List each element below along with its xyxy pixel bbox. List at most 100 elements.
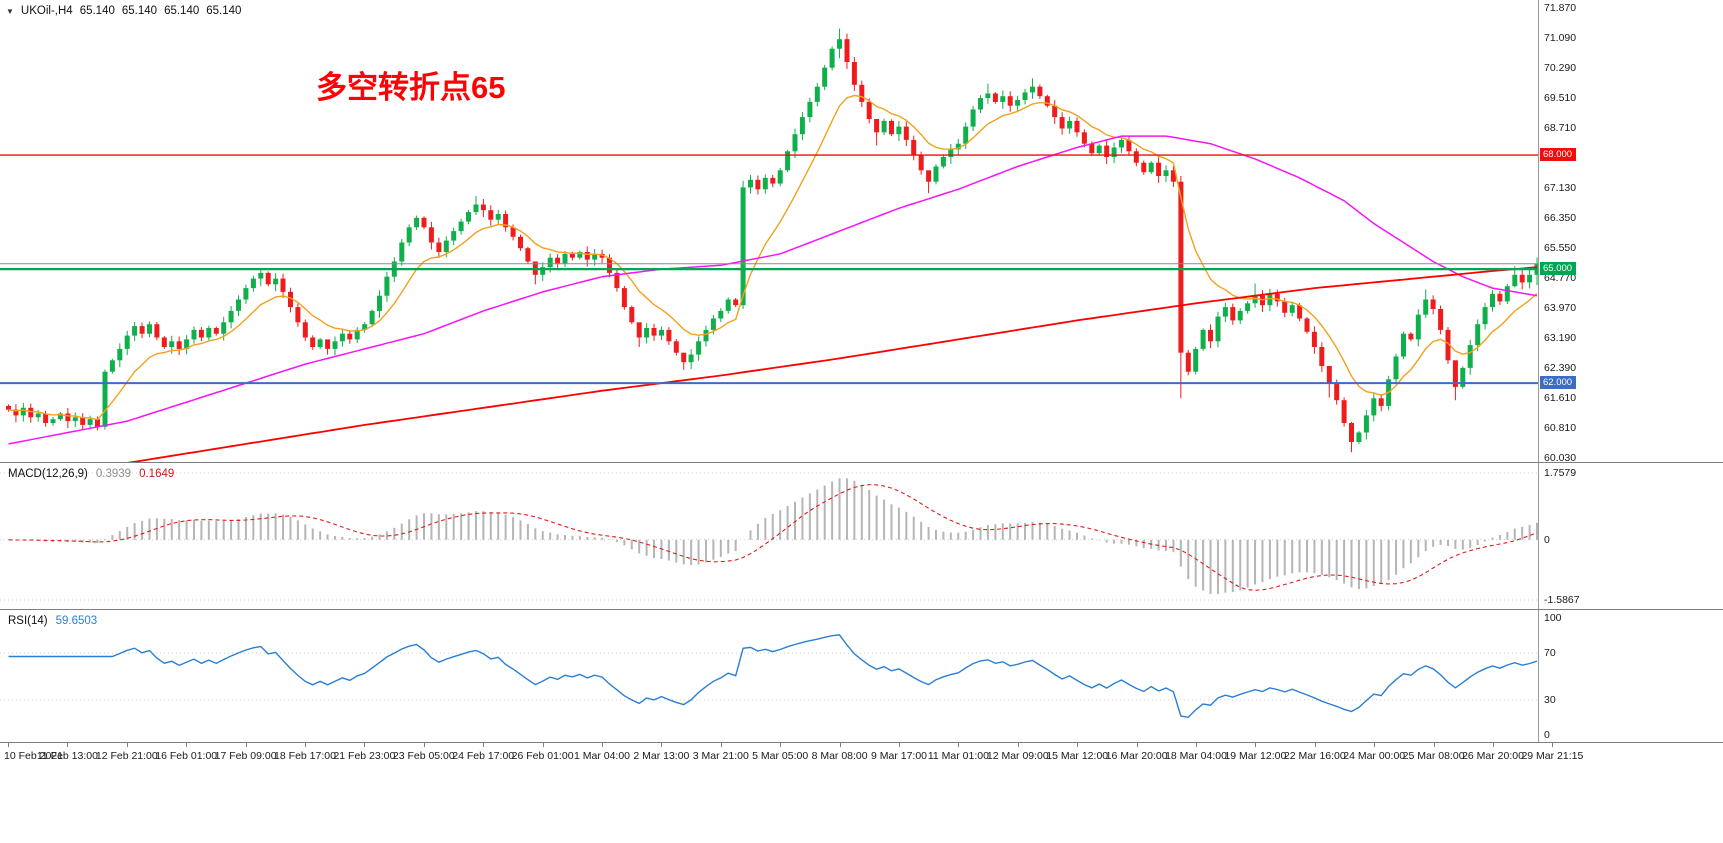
time-tick-label: 1 Mar 04:00 xyxy=(573,750,631,762)
price-tick-label: 66.350 xyxy=(1544,211,1577,224)
candle-body xyxy=(1445,329,1451,361)
time-tick-mark xyxy=(1017,743,1019,747)
candle-body xyxy=(1030,86,1035,93)
candle-body xyxy=(1430,299,1436,309)
candle-body xyxy=(1490,293,1495,308)
candle-body xyxy=(339,333,345,342)
time-axis[interactable]: 10 Feb 2021 11 Feb 13:00 12 Feb 21:00 16 Fe… xyxy=(0,742,1723,843)
time-tick-mark xyxy=(364,743,366,747)
candle-body xyxy=(1052,105,1058,118)
candle-body xyxy=(926,170,932,182)
candle-body xyxy=(161,337,167,347)
candle-body xyxy=(250,278,256,289)
candle-body xyxy=(1482,307,1488,325)
macd-signal-value: 0.1649 xyxy=(139,468,175,480)
candle-body xyxy=(1512,274,1518,287)
candle-body xyxy=(985,93,991,99)
time-tick-label: 18 Feb 17:00 xyxy=(274,750,336,762)
rsi-axis[interactable]: 100 70 30 0 xyxy=(1538,610,1723,742)
candle-body xyxy=(1267,293,1273,306)
candle-body xyxy=(1467,345,1473,368)
macd-axis[interactable]: 1.7579 0 -1.5867 xyxy=(1538,463,1723,609)
symbol-dropdown-icon[interactable]: ▼ xyxy=(6,6,14,16)
candle-body xyxy=(50,419,56,423)
candle-body xyxy=(525,248,531,262)
price-pane[interactable]: 71.87071.09070.29069.51068.71067.93067.1… xyxy=(0,0,1723,462)
price-tick-label: 68.710 xyxy=(1544,122,1577,135)
time-tick-label: 21 Feb 23:00 xyxy=(333,750,396,762)
macd-label: MACD(12,26,9) 0.3939 0.1649 xyxy=(8,468,174,480)
candle-body xyxy=(696,341,702,355)
candle-body xyxy=(20,407,26,416)
rsi-name: RSI(14) xyxy=(8,615,48,627)
candle-body xyxy=(1067,120,1073,129)
candle-body xyxy=(1096,145,1102,154)
symbol-info: ▼ UKOil-,H4 65.140 65.140 65.140 65.140 xyxy=(6,5,241,17)
candle-body xyxy=(1119,139,1124,148)
candle-body xyxy=(43,413,49,423)
candle-body xyxy=(354,329,360,340)
moving-average-slow-ma xyxy=(127,266,1538,462)
candle-body xyxy=(288,291,293,308)
candle-body xyxy=(1282,301,1288,313)
candle-body xyxy=(614,272,620,289)
time-tick-label: 23 Feb 05:00 xyxy=(392,750,455,762)
time-tick-mark xyxy=(1136,743,1138,747)
candle-body xyxy=(1319,347,1325,366)
candle-body xyxy=(1415,314,1421,340)
rsi-canvas[interactable] xyxy=(0,610,1538,742)
symbol-close-value: 65.140 xyxy=(206,5,242,17)
time-tick-mark xyxy=(899,743,900,747)
candle-body xyxy=(65,413,71,422)
candle-body xyxy=(607,257,612,273)
rsi-pane[interactable]: 100 70 30 0 RSI(14) 59.6503 xyxy=(0,609,1723,742)
macd-pane[interactable]: 1.7579 0 -1.5867 MACD(12,26,9) 0.3939 0.16… xyxy=(0,462,1723,609)
candle-body xyxy=(1527,274,1533,283)
time-tick-label: 9 Mar 17:00 xyxy=(870,750,928,762)
candle-body xyxy=(95,419,100,427)
time-tick-label: 29 Mar 21:15 xyxy=(1521,750,1584,762)
time-tick-mark xyxy=(1314,743,1316,747)
candle-body xyxy=(1237,310,1243,321)
price-axis[interactable]: 71.87071.09070.29069.51068.71067.93067.1… xyxy=(1538,0,1723,462)
candle-body xyxy=(1289,305,1295,313)
candle-body xyxy=(1037,86,1043,97)
candle-body xyxy=(1081,132,1087,144)
macd-canvas[interactable] xyxy=(0,463,1538,609)
price-tick-label: 61.610 xyxy=(1544,391,1577,404)
candle-body xyxy=(703,329,709,342)
time-tick-mark xyxy=(483,743,485,747)
candle-body xyxy=(6,405,11,410)
candle-body xyxy=(102,371,108,427)
time-tick-mark xyxy=(67,743,69,747)
candle-body xyxy=(191,329,197,340)
candle-body xyxy=(488,210,494,220)
candle-body xyxy=(1326,366,1332,384)
time-tick-mark xyxy=(958,743,960,747)
candle-body xyxy=(688,354,694,363)
candle-body xyxy=(503,214,509,228)
time-tick-label: 22 Mar 16:00 xyxy=(1283,750,1346,762)
candle-body xyxy=(1074,120,1080,133)
price-line-tag: 65.000 xyxy=(1540,262,1577,276)
candle-body xyxy=(1504,286,1510,302)
rsi-value: 59.6503 xyxy=(55,615,98,627)
candle-body xyxy=(1304,318,1310,332)
candle-body xyxy=(592,253,598,260)
price-chart-canvas[interactable] xyxy=(0,0,1538,462)
time-tick-mark xyxy=(245,743,247,747)
candle-body xyxy=(451,231,457,241)
candle-body xyxy=(807,101,813,118)
candle-body xyxy=(258,272,264,279)
candle-body xyxy=(109,360,115,372)
candle-body xyxy=(1170,170,1176,182)
candle-body xyxy=(940,157,946,167)
time-tick-mark xyxy=(1255,743,1257,747)
candle-body xyxy=(369,310,375,325)
candle-body xyxy=(1215,316,1221,342)
time-tick-label: 17 Feb 09:00 xyxy=(214,750,277,762)
candle-body xyxy=(1371,398,1377,416)
candle-body xyxy=(72,417,78,422)
price-tick-label: 63.970 xyxy=(1544,302,1577,315)
time-tick-mark xyxy=(423,743,425,747)
